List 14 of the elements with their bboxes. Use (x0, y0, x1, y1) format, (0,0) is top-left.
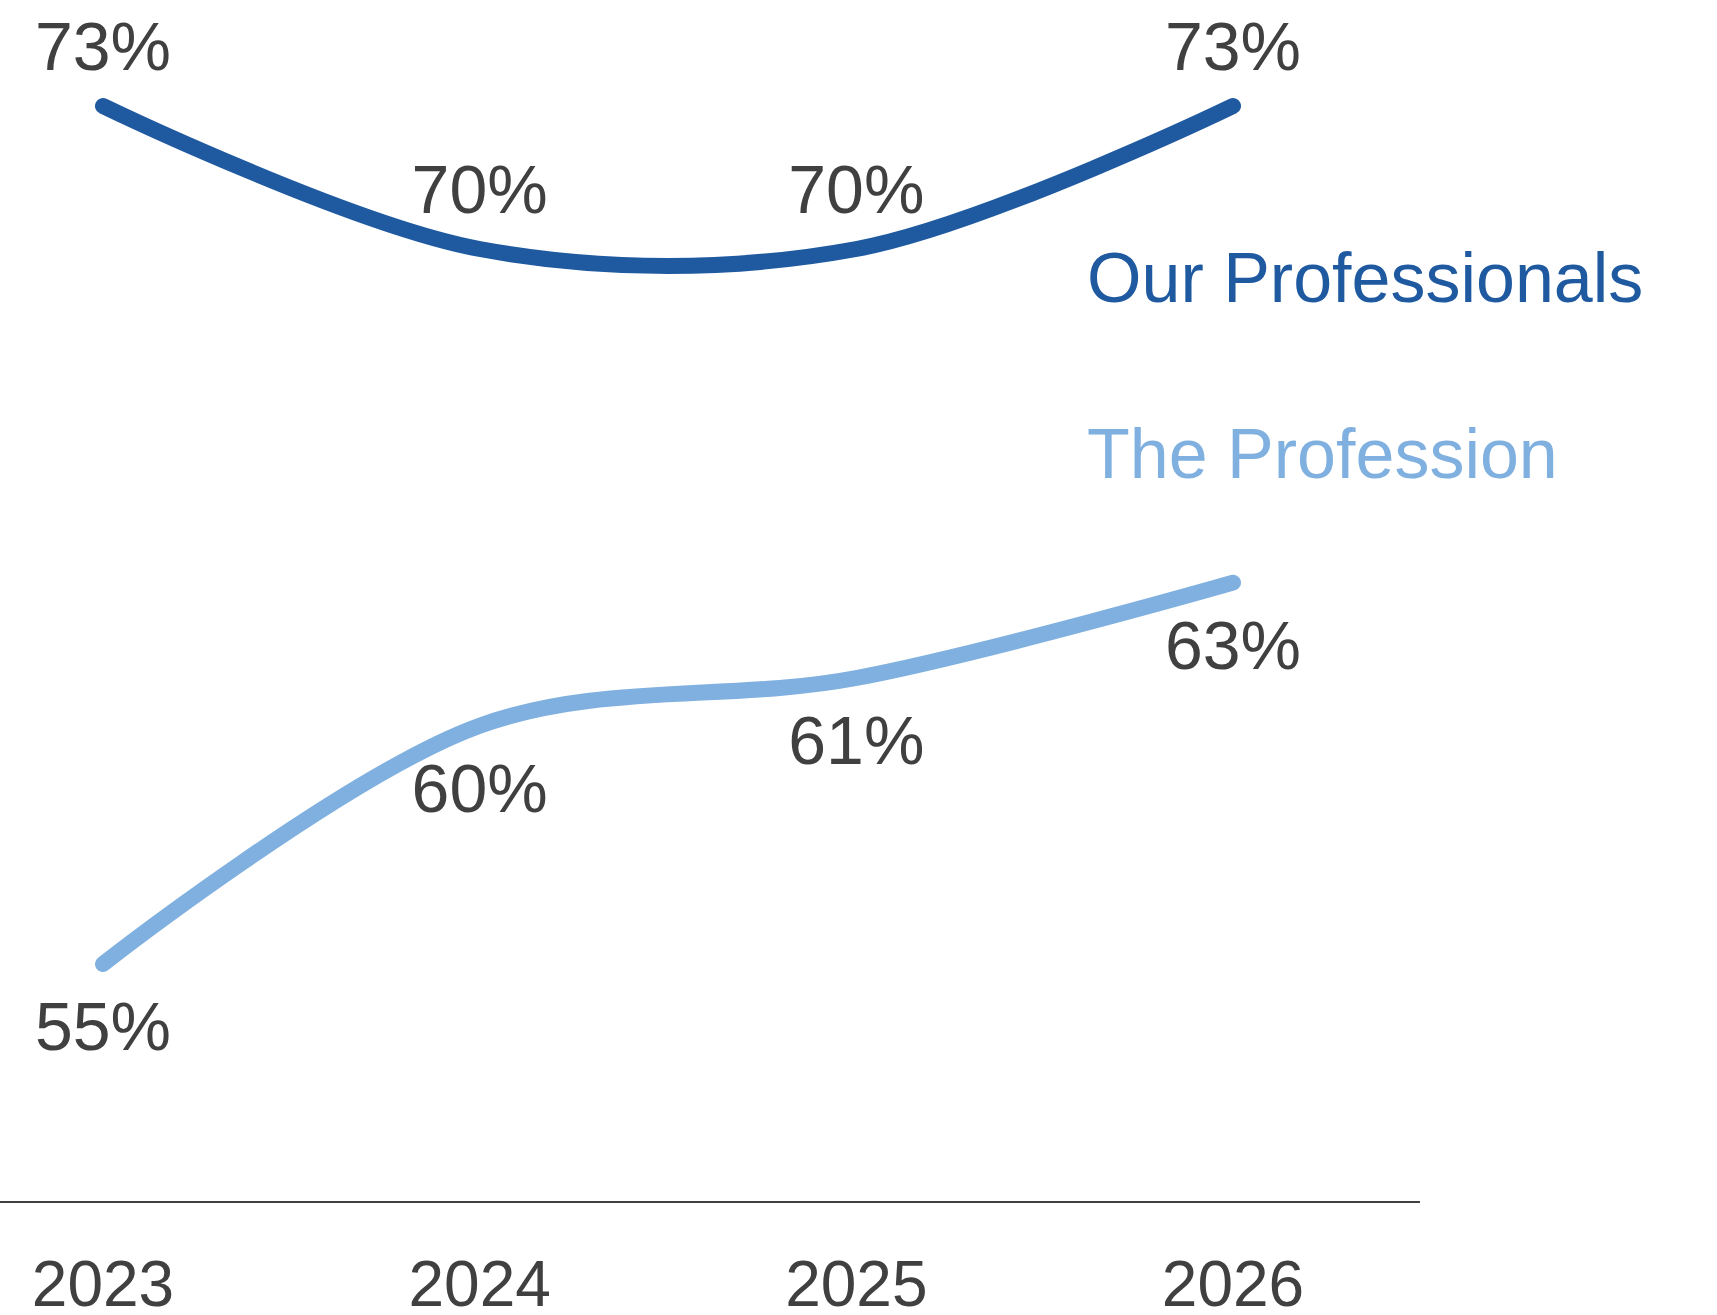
series-label: Our Professionals (1087, 239, 1644, 317)
x-tick-label: 2023 (31, 1248, 175, 1315)
data-label: 73% (1164, 8, 1302, 84)
data-label: 73% (34, 8, 172, 84)
data-label: 61% (788, 702, 925, 778)
x-tick-label: 2025 (785, 1248, 928, 1315)
data-label: 70% (411, 151, 548, 227)
data-label: 63% (1164, 606, 1302, 683)
series-label: The Profession (1087, 415, 1558, 493)
data-label: 55% (34, 988, 172, 1064)
data-label: 60% (411, 749, 548, 826)
x-tick-label: 2024 (408, 1248, 551, 1315)
data-label: 70% (788, 151, 925, 227)
x-tick-label: 2026 (1161, 1248, 1305, 1315)
